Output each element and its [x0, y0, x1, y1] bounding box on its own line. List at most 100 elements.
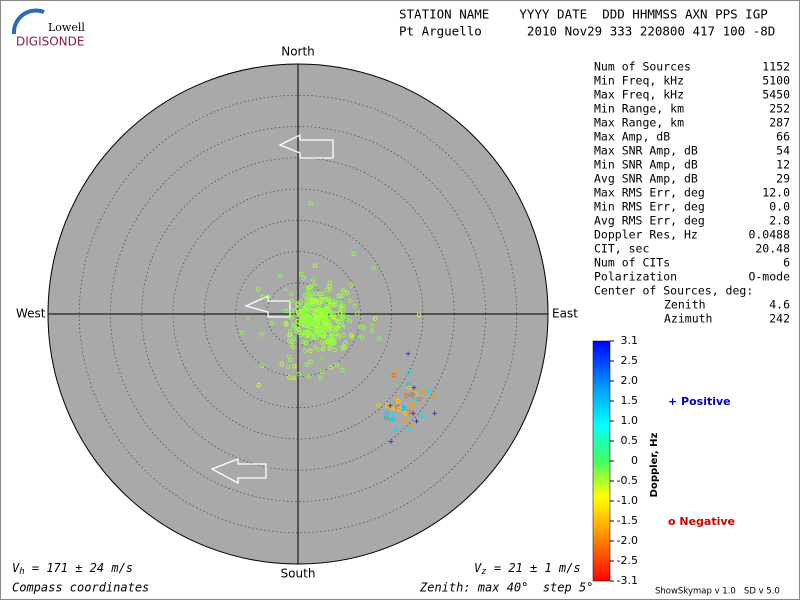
source: [318, 307, 324, 313]
source-plus: +: [304, 289, 309, 298]
source: [339, 313, 345, 319]
source: [384, 403, 390, 408]
source: [323, 320, 329, 326]
source: [309, 314, 315, 319]
vz-label: Vz = 21 ± 1 m/s: [474, 561, 581, 577]
source: [431, 393, 437, 399]
stat-value: 6: [783, 256, 790, 270]
source-plus: +: [308, 320, 313, 329]
stat-label: Min Range, km: [594, 102, 684, 116]
source: [324, 305, 329, 311]
source: [334, 363, 339, 368]
source: [391, 372, 396, 378]
source: [277, 273, 283, 279]
stat-label: Num of Sources: [594, 60, 691, 74]
source: [320, 299, 326, 304]
source: [283, 320, 289, 326]
source: [316, 312, 322, 317]
source-plus: +: [338, 292, 343, 301]
source: [371, 265, 376, 270]
source: [317, 331, 322, 336]
source: [303, 340, 309, 346]
source: [329, 298, 334, 304]
source: [333, 325, 339, 330]
source: [336, 293, 342, 299]
source: [384, 410, 390, 416]
stat-value: 54: [776, 144, 790, 158]
source: [312, 263, 318, 268]
colorbar-label: -3.1: [617, 574, 638, 587]
stat-value: 1152: [762, 60, 790, 74]
source-plus: +: [299, 301, 304, 310]
drift-arrow: [278, 133, 334, 159]
source: [401, 405, 406, 411]
colorbar-label: -2.0: [617, 534, 638, 547]
source: [299, 315, 305, 321]
stat-value: 66: [776, 130, 790, 144]
source: [333, 302, 338, 307]
source: [307, 303, 312, 308]
source: [291, 336, 296, 341]
source: [407, 427, 412, 432]
source: [297, 330, 302, 335]
colorbar-label: 3.1: [621, 334, 639, 347]
source: [260, 294, 266, 299]
source: [330, 341, 336, 346]
stat-label: Doppler Res, Hz: [594, 228, 698, 242]
source-plus: +: [387, 401, 393, 411]
drift-arrow: [244, 294, 291, 318]
source-plus: +: [309, 295, 314, 304]
source: [286, 338, 292, 344]
source: [373, 316, 378, 321]
stat-label: Min SNR Amp, dB: [594, 158, 698, 172]
source: [327, 288, 333, 293]
source-plus: +: [370, 320, 375, 329]
source: [403, 410, 408, 416]
source: [420, 413, 425, 419]
source-plus: +: [304, 295, 309, 304]
source: [416, 397, 422, 402]
source-plus: +: [342, 322, 347, 331]
header-line: Pt Arguello 2010 Nov29 333 220800 417 10…: [399, 24, 775, 39]
source-plus: +: [268, 293, 273, 302]
source: [287, 357, 293, 363]
coords-label: Compass coordinates: [12, 581, 149, 595]
source: [304, 362, 310, 367]
source: [297, 312, 302, 317]
source: [296, 327, 301, 333]
source-plus: +: [338, 298, 343, 307]
source: [355, 311, 360, 316]
source: [302, 330, 308, 335]
colorbar-label: 2.0: [621, 374, 639, 387]
source: [413, 391, 418, 397]
source: [395, 398, 401, 404]
source: [389, 417, 394, 422]
source: [283, 308, 289, 314]
stat-value: 2.8: [769, 214, 790, 228]
source: [299, 271, 304, 277]
source: [304, 296, 310, 302]
source-plus: +: [432, 409, 438, 419]
stat-label: Min Freq, kHz: [594, 74, 684, 88]
source: [340, 345, 345, 351]
source: [337, 307, 343, 312]
source: [341, 332, 346, 338]
stat-value: 12.0: [762, 186, 790, 200]
source: [333, 299, 338, 305]
source-plus: +: [304, 311, 309, 320]
stat-label: Max Amp, dB: [594, 130, 670, 144]
source: [239, 330, 244, 336]
source-plus: +: [306, 303, 311, 312]
center-title: Center of Sources, deg:: [594, 284, 753, 298]
source: [306, 374, 311, 379]
stat-value: 29: [776, 172, 790, 186]
source: [311, 333, 316, 338]
source: [332, 328, 338, 333]
source: [320, 347, 326, 352]
source: [301, 275, 306, 281]
vh-label: Vh = 171 ± 24 m/s: [12, 561, 133, 577]
source: [295, 306, 300, 312]
source-plus: +: [340, 286, 345, 295]
source: [376, 402, 381, 408]
colorbar-label: 2.5: [621, 354, 639, 367]
